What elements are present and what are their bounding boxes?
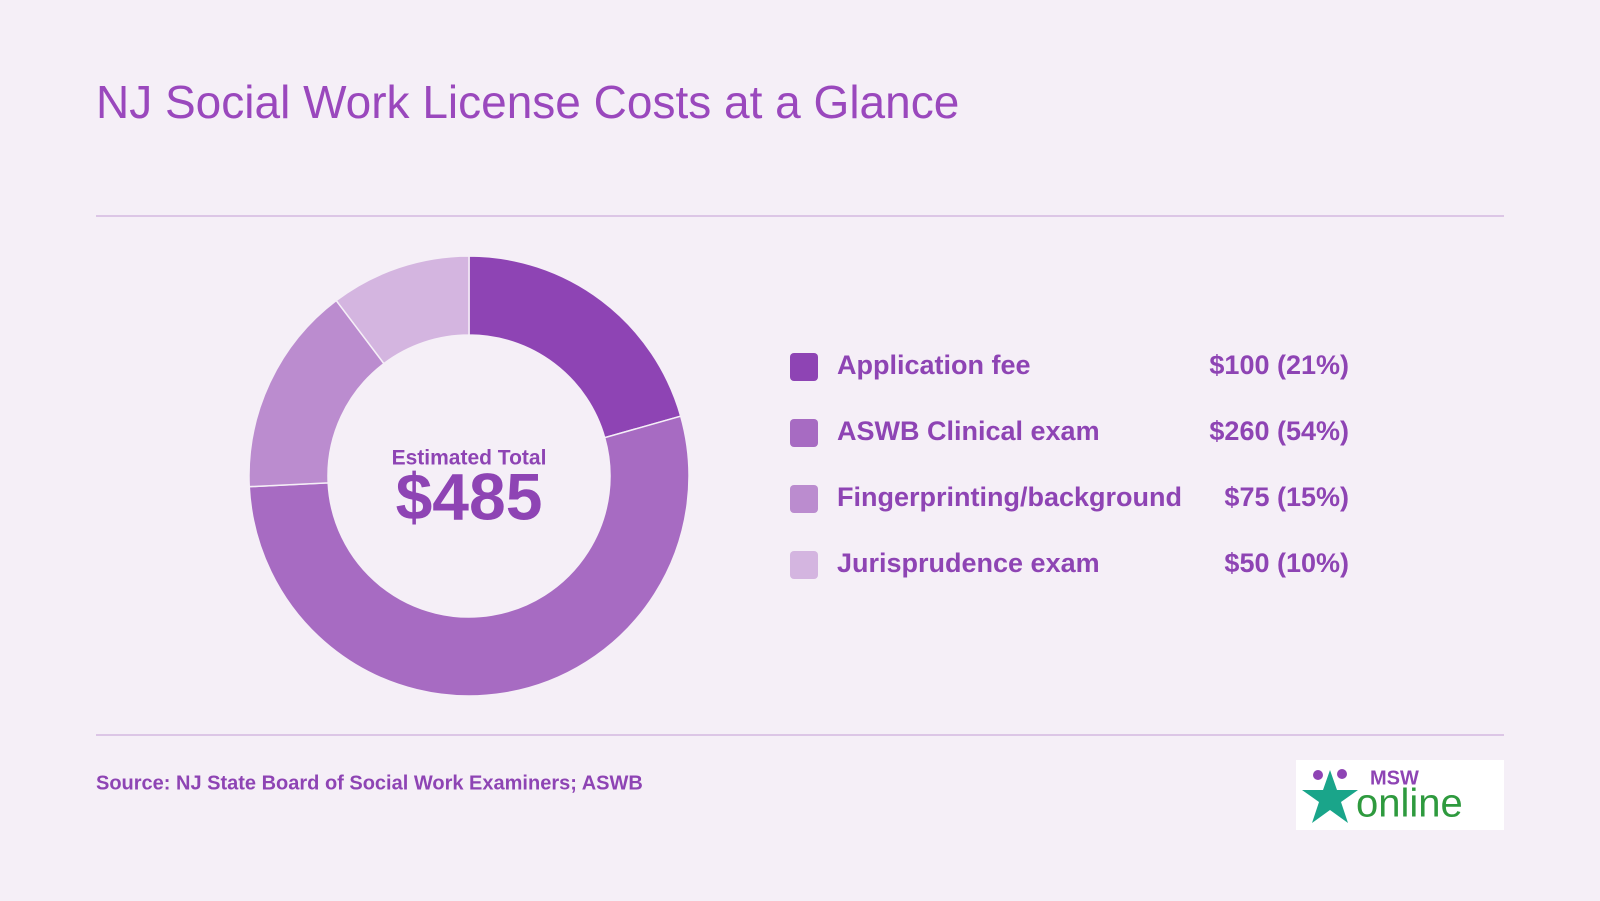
legend-label: ASWB Clinical exam xyxy=(837,416,1100,446)
logo: MSW online xyxy=(1296,760,1504,830)
legend-label: Application fee xyxy=(837,350,1031,380)
logo-bottom: online xyxy=(1356,782,1463,826)
legend-value: $50 (10%) xyxy=(1224,548,1349,578)
logo-dot xyxy=(1337,769,1347,779)
slice xyxy=(248,415,690,697)
center-title: Estimated Total xyxy=(392,447,547,470)
logo-dot xyxy=(1313,770,1323,780)
slice xyxy=(468,255,682,439)
legend-value: $100 (21%) xyxy=(1209,350,1349,380)
slice xyxy=(335,255,470,365)
legend-value: $75 (15%) xyxy=(1224,482,1349,512)
logo-top: MSW xyxy=(1370,767,1419,789)
legend-label: Jurisprudence exam xyxy=(837,548,1100,578)
chart-title: NJ Social Work License Costs at a Glance xyxy=(96,76,959,128)
legend-label: Fingerprinting/background xyxy=(837,482,1182,512)
source: Source: NJ State Board of Social Work Ex… xyxy=(96,772,643,794)
legend-swatch xyxy=(790,551,818,579)
logo-star xyxy=(1302,770,1358,823)
center-total: $485 xyxy=(396,459,543,533)
legend-swatch xyxy=(790,485,818,513)
legend-swatch xyxy=(790,353,818,381)
legend-swatch xyxy=(790,419,818,447)
legend-value: $260 (54%) xyxy=(1209,416,1349,446)
donut xyxy=(248,255,690,697)
legend: Application fee $100 (21%) ASWB Clinical e… xyxy=(790,350,1349,579)
